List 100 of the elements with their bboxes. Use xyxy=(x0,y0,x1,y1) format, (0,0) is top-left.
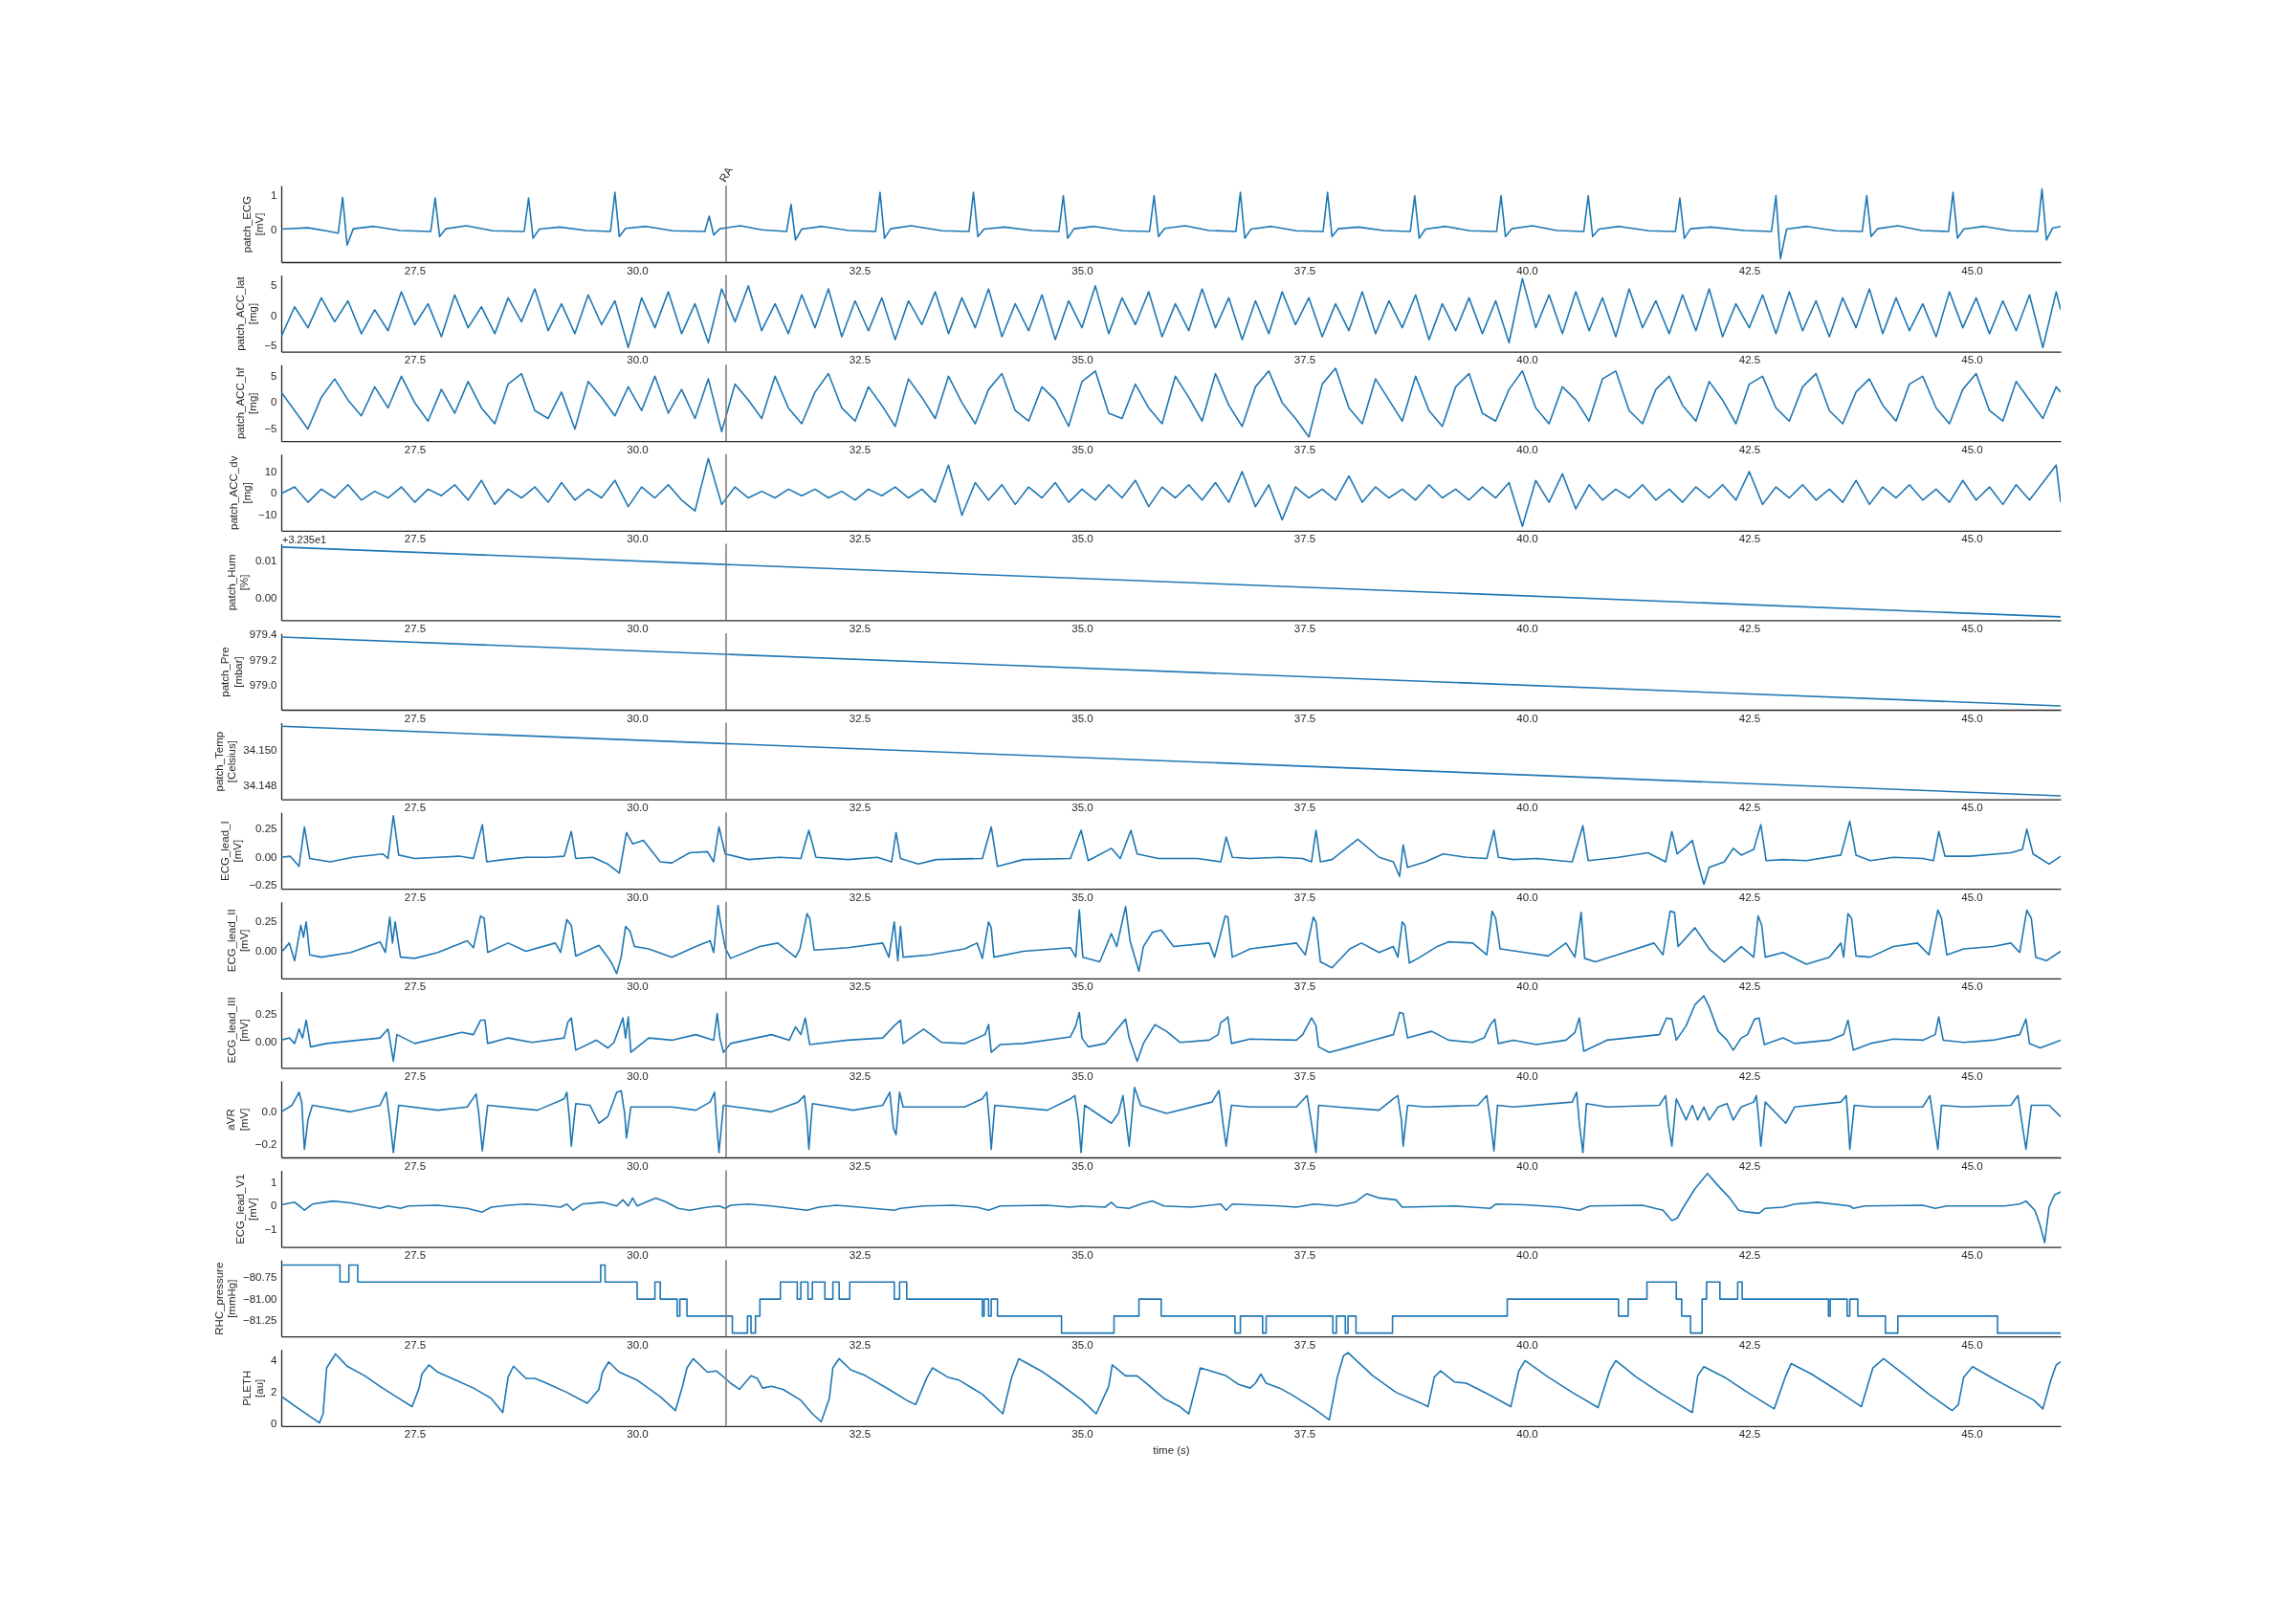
x-tick-label: 45.0 xyxy=(1961,533,1983,545)
x-tick-label: 37.5 xyxy=(1293,354,1316,366)
x-tick-label: 40.0 xyxy=(1516,264,1538,276)
x-tick-label: 45.0 xyxy=(1961,1069,1983,1082)
y-tick-label: −81.25 xyxy=(243,1313,277,1326)
x-tick-label: 30.0 xyxy=(627,622,649,634)
x-tick-label: 45.0 xyxy=(1961,1428,1983,1441)
x-tick-label: 27.5 xyxy=(404,622,427,634)
y-axis-title: PLETH [au] xyxy=(240,1370,266,1406)
x-tick-label: 42.5 xyxy=(1738,1428,1761,1441)
y-tick-label: 0.25 xyxy=(255,915,277,928)
x-tick-label: 42.5 xyxy=(1738,1159,1761,1172)
y-axis-title: ECG_lead_V1 [mV] xyxy=(233,1174,259,1244)
x-tick-label: 35.0 xyxy=(1071,354,1093,366)
x-tick-label: 35.0 xyxy=(1071,1249,1093,1262)
y-tick-label: 0 xyxy=(271,487,277,499)
x-axis-title: time (s) xyxy=(1153,1443,1190,1456)
x-tick-label: 37.5 xyxy=(1293,622,1316,634)
x-tick-label: 42.5 xyxy=(1738,712,1761,724)
x-tick-label: 45.0 xyxy=(1961,622,1983,634)
x-tick-label: 32.5 xyxy=(849,980,872,993)
x-tick-label: 40.0 xyxy=(1516,802,1538,814)
x-tick-label: 30.0 xyxy=(627,354,649,366)
x-tick-label: 45.0 xyxy=(1961,891,1983,903)
x-tick-label: 32.5 xyxy=(849,1249,872,1262)
x-tick-label: 27.5 xyxy=(404,1159,427,1172)
x-tick-label: 27.5 xyxy=(404,980,427,993)
x-tick-label: 45.0 xyxy=(1961,1249,1983,1262)
x-tick-label: 27.5 xyxy=(404,891,427,903)
y-tick-label: 1 xyxy=(271,1176,277,1188)
y-tick-label: 979.4 xyxy=(249,627,278,640)
x-tick-label: 40.0 xyxy=(1516,1338,1538,1351)
x-tick-label: 37.5 xyxy=(1293,712,1316,724)
x-tick-label: 42.5 xyxy=(1738,443,1761,455)
x-tick-label: 42.5 xyxy=(1738,533,1761,545)
x-tick-label: 45.0 xyxy=(1961,712,1983,724)
x-tick-label: 37.5 xyxy=(1293,980,1316,993)
x-tick-label: 42.5 xyxy=(1738,1249,1761,1262)
y-tick-label: −0.25 xyxy=(249,879,277,892)
x-tick-label: 45.0 xyxy=(1961,354,1983,366)
y-tick-label: 1 xyxy=(271,189,277,202)
x-tick-label: 35.0 xyxy=(1071,1159,1093,1172)
x-tick-label: 37.5 xyxy=(1293,1338,1316,1351)
x-tick-label: 30.0 xyxy=(627,533,649,545)
x-tick-label: 35.0 xyxy=(1071,802,1093,814)
x-tick-label: 40.0 xyxy=(1516,622,1538,634)
x-tick-label: 37.5 xyxy=(1293,1159,1316,1172)
y-tick-label: 34.150 xyxy=(243,744,277,757)
y-axis-title: patch_ACC_dv [mg] xyxy=(228,455,253,530)
x-tick-label: 27.5 xyxy=(404,443,427,455)
y-tick-label: 0.00 xyxy=(255,850,277,863)
x-tick-label: 42.5 xyxy=(1738,802,1761,814)
y-axis-title: ECG_lead_II [mV] xyxy=(225,909,251,973)
x-tick-label: 27.5 xyxy=(404,712,427,724)
y-axis-title: RHC_pressure [mmHg] xyxy=(212,1262,238,1335)
x-tick-label: 32.5 xyxy=(849,533,872,545)
y-tick-label: −0.2 xyxy=(254,1137,277,1150)
x-tick-label: 27.5 xyxy=(404,354,427,366)
x-tick-label: 37.5 xyxy=(1293,443,1316,455)
y-tick-label: 0 xyxy=(271,223,277,235)
y-tick-label: 0 xyxy=(271,1200,277,1212)
y-tick-label: 0.25 xyxy=(255,1008,277,1021)
y-axis-title: aVR [mV] xyxy=(225,1108,250,1132)
x-tick-label: 37.5 xyxy=(1293,891,1316,903)
x-tick-label: 40.0 xyxy=(1516,443,1538,455)
x-tick-label: 35.0 xyxy=(1071,1338,1093,1351)
y-axis-title: patch_Pre [mbar] xyxy=(219,647,244,697)
x-tick-label: 27.5 xyxy=(404,264,427,276)
x-tick-label: 27.5 xyxy=(404,1249,427,1262)
x-tick-label: 35.0 xyxy=(1071,264,1093,276)
x-tick-label: 45.0 xyxy=(1961,1159,1983,1172)
y-tick-label: 0 xyxy=(271,1418,277,1430)
x-tick-label: 30.0 xyxy=(627,443,649,455)
y-tick-label: 979.2 xyxy=(249,653,277,666)
x-tick-label: 45.0 xyxy=(1961,443,1983,455)
y-axis-title: patch_Hum [%] xyxy=(225,554,251,611)
y-tick-label: −81.00 xyxy=(243,1292,277,1305)
x-tick-label: 32.5 xyxy=(849,354,872,366)
x-tick-label: 30.0 xyxy=(627,802,649,814)
y-tick-label: 0.00 xyxy=(255,591,277,604)
y-tick-label: −80.75 xyxy=(243,1271,277,1284)
x-tick-label: 37.5 xyxy=(1293,1249,1316,1262)
x-tick-label: 37.5 xyxy=(1293,1428,1316,1441)
x-tick-label: 37.5 xyxy=(1293,1069,1316,1082)
x-tick-label: 27.5 xyxy=(404,802,427,814)
annotation: +3.235e1 xyxy=(282,534,327,546)
x-tick-label: 30.0 xyxy=(627,264,649,276)
x-tick-label: 27.5 xyxy=(404,1338,427,1351)
x-tick-label: 35.0 xyxy=(1071,622,1093,634)
y-tick-label: 4 xyxy=(271,1354,278,1366)
x-tick-label: 37.5 xyxy=(1293,264,1316,276)
x-tick-label: 32.5 xyxy=(849,1428,872,1441)
x-tick-label: 32.5 xyxy=(849,622,872,634)
x-tick-label: 37.5 xyxy=(1293,533,1316,545)
y-tick-label: −5 xyxy=(264,423,277,435)
x-tick-label: 42.5 xyxy=(1738,1069,1761,1082)
x-tick-label: 32.5 xyxy=(849,264,872,276)
ref-line-label: RA xyxy=(717,165,736,185)
y-axis-title: patch_ACC_hf [mg] xyxy=(233,366,259,440)
x-tick-label: 32.5 xyxy=(849,712,872,724)
